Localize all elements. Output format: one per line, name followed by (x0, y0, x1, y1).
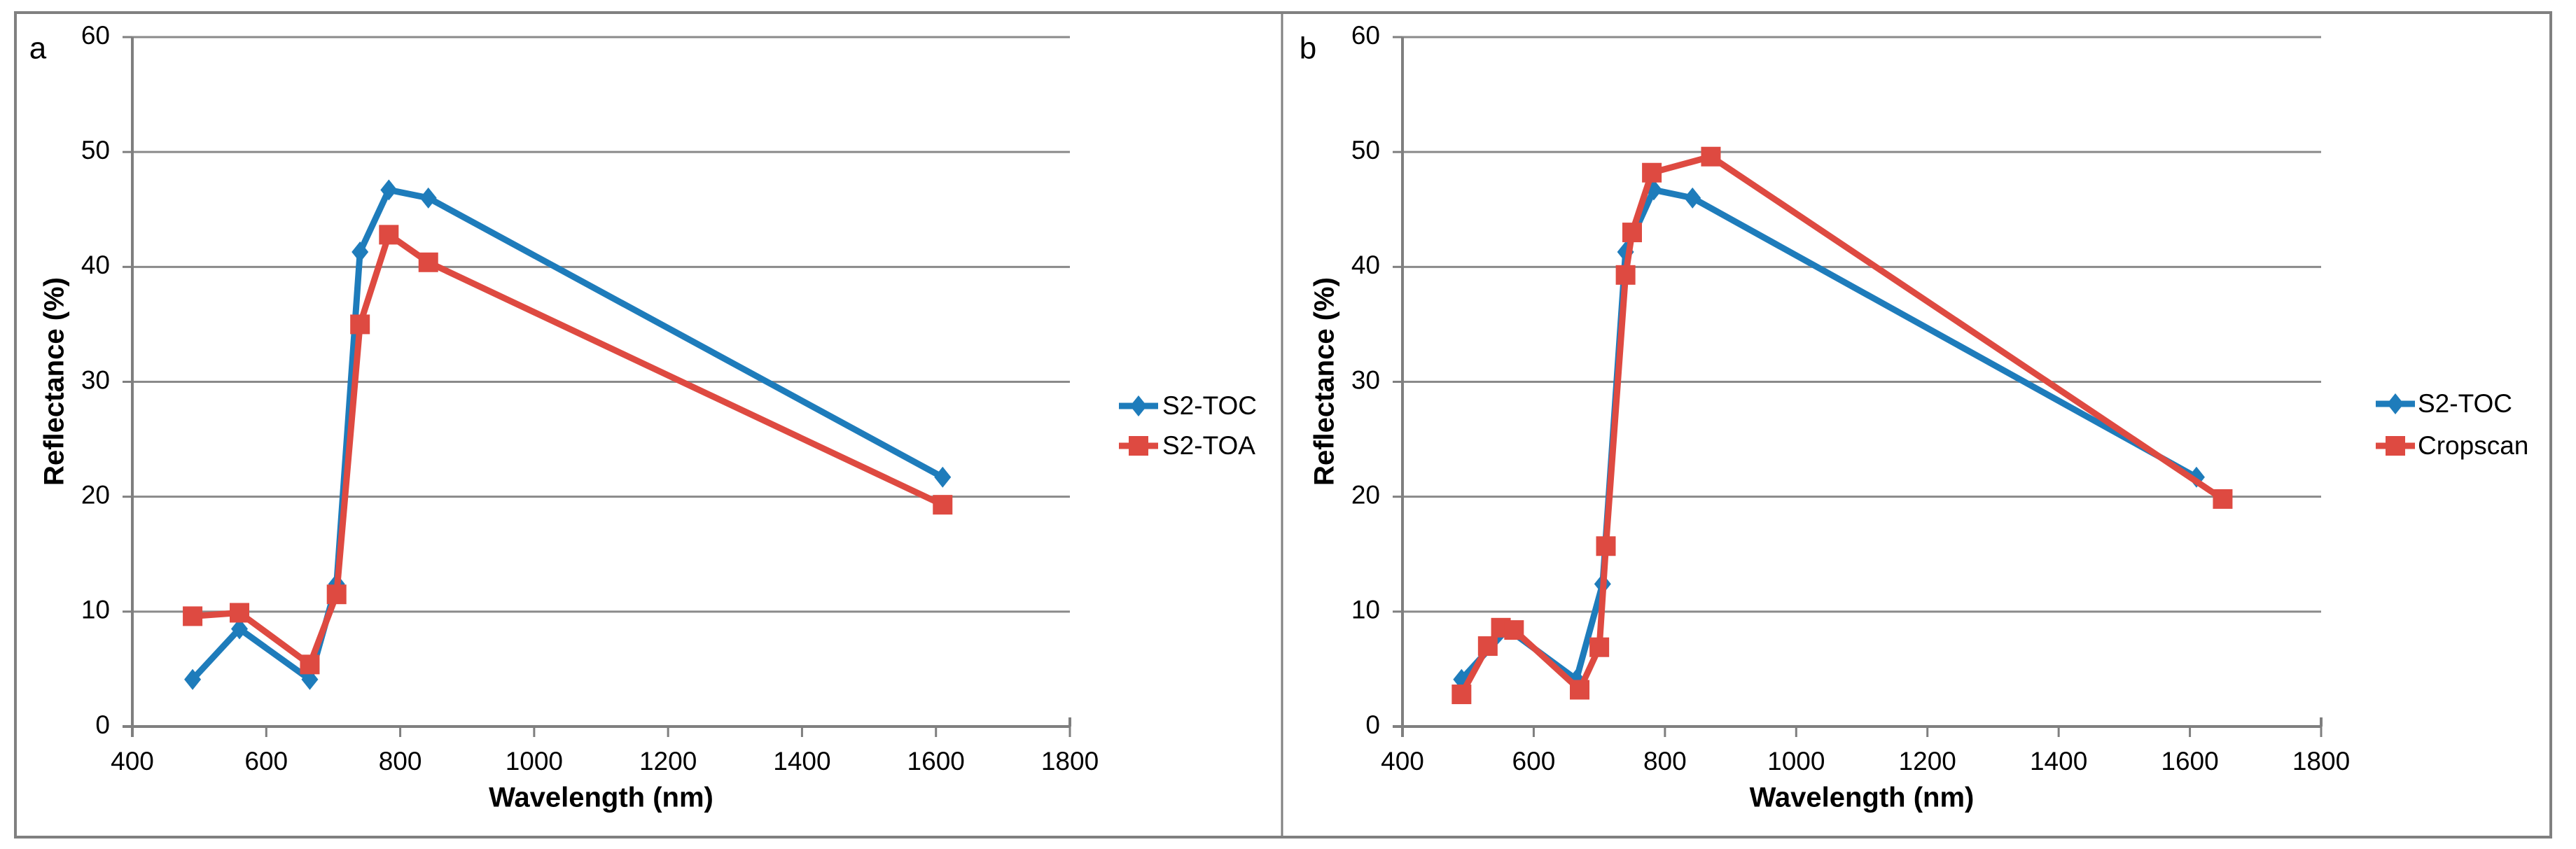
legend-label-S2-TOC: S2-TOC (2418, 389, 2512, 418)
x-tick-label-1600: 1600 (907, 747, 965, 776)
legend-marker-S2-TOA (1129, 436, 1148, 456)
x-tick-label-1800: 1800 (1041, 747, 1099, 776)
legend-item-S2-TOC: S2-TOC (1119, 391, 1257, 420)
series-marker-S2-TOA (933, 495, 953, 515)
series-S2-TOA (183, 225, 953, 675)
series-marker-S2-TOC (934, 466, 952, 488)
x-axis-title: Wavelength (nm) (489, 783, 713, 813)
series-marker-Cropscan (1570, 680, 1590, 700)
x-tick-label-800: 800 (1643, 747, 1687, 776)
series-marker-Cropscan (2213, 489, 2233, 509)
series-marker-Cropscan (1504, 620, 1524, 640)
x-tick-label-1200: 1200 (639, 747, 697, 776)
y-axis-title: Reflectance (%) (39, 277, 70, 486)
series-marker-S2-TOA (230, 603, 250, 623)
legend-marker-S2-TOC (1130, 395, 1147, 416)
x-tick-label-1400: 1400 (2030, 747, 2087, 776)
x-tick-label-1000: 1000 (506, 747, 563, 776)
y-tick-label-50: 50 (81, 136, 110, 164)
series-marker-S2-TOC (351, 241, 369, 262)
y-tick-label-10: 10 (1351, 596, 1380, 624)
series-marker-Cropscan (1477, 636, 1498, 657)
x-tick-label-1400: 1400 (773, 747, 830, 776)
series-marker-S2-TOA (379, 225, 399, 245)
panel-a: S2-TOC S2-TOA (123, 36, 1257, 737)
series-marker-S2-TOA (418, 252, 438, 272)
panel-letter-a: a (29, 31, 47, 66)
legend: S2-TOC Cropscan (2376, 389, 2528, 460)
y-tick-label-40: 40 (81, 251, 110, 279)
y-tick-label-20: 20 (1351, 480, 1380, 509)
legend-label-Cropscan: Cropscan (2418, 431, 2528, 460)
y-tick-label-30: 30 (1351, 365, 1380, 394)
x-tick-label-1800: 1800 (2292, 747, 2350, 776)
legend-marker-Cropscan (2386, 436, 2405, 456)
legend-label-S2-TOC: S2-TOC (1162, 391, 1257, 420)
series-marker-S2-TOA (326, 584, 347, 605)
legend: S2-TOC S2-TOA (1119, 391, 1257, 460)
y-tick-label-10: 10 (81, 596, 110, 624)
series-marker-S2-TOC (231, 618, 249, 640)
legend-item-S2-TOC: S2-TOC (2376, 389, 2512, 418)
x-tick-label-400: 400 (111, 747, 154, 776)
y-tick-label-60: 60 (1351, 21, 1380, 50)
series-Cropscan (1451, 146, 2233, 705)
legend-item-Cropscan: Cropscan (2376, 431, 2528, 460)
legend-item-S2-TOA: S2-TOA (1119, 431, 1255, 460)
series-marker-S2-TOA (183, 606, 203, 626)
x-tick-label-1200: 1200 (1899, 747, 1956, 776)
panel-letter-b: b (1300, 31, 1316, 66)
series-marker-S2-TOC (184, 668, 202, 690)
y-tick-label-0: 0 (95, 710, 110, 739)
series-marker-S2-TOC (1684, 187, 1701, 209)
x-tick-label-400: 400 (1381, 747, 1424, 776)
series-marker-Cropscan (1642, 162, 1662, 183)
series-marker-S2-TOC (419, 187, 437, 209)
legend-marker-S2-TOC (2387, 393, 2404, 414)
panel-b: S2-TOC Cropscan (1393, 36, 2528, 737)
series-marker-S2-TOA (300, 654, 320, 675)
y-tick-label-40: 40 (1351, 251, 1380, 279)
x-tick-label-800: 800 (379, 747, 422, 776)
x-tick-label-600: 600 (1512, 747, 1556, 776)
series-marker-Cropscan (1596, 536, 1616, 556)
series-marker-Cropscan (1451, 685, 1472, 705)
x-tick-label-1000: 1000 (1767, 747, 1825, 776)
series-marker-Cropscan (1589, 637, 1610, 657)
y-axis-title: Reflectance (%) (1309, 277, 1340, 486)
x-axis-title: Wavelength (nm) (1750, 783, 1975, 813)
series-marker-Cropscan (1615, 265, 1636, 285)
series-marker-S2-TOA (350, 314, 370, 335)
y-tick-label-60: 60 (81, 21, 110, 50)
series-marker-S2-TOC (380, 179, 398, 201)
y-tick-label-20: 20 (81, 480, 110, 509)
y-tick-label-30: 30 (81, 365, 110, 394)
x-tick-label-600: 600 (244, 747, 288, 776)
y-tick-label-50: 50 (1351, 136, 1380, 164)
series-marker-Cropscan (1622, 223, 1642, 243)
series-marker-Cropscan (1701, 146, 1721, 167)
legend-label-S2-TOA: S2-TOA (1162, 431, 1255, 460)
y-tick-label-0: 0 (1365, 710, 1380, 739)
x-tick-label-1600: 1600 (2161, 747, 2218, 776)
